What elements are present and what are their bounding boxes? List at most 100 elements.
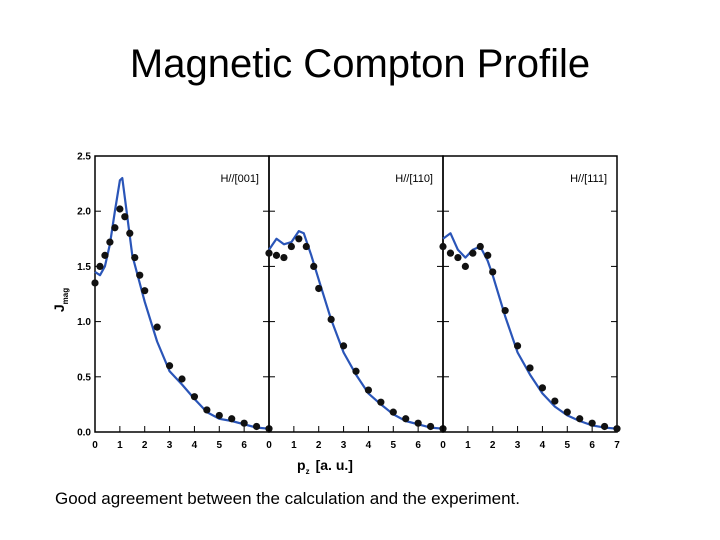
panel-label-2: H//[110] xyxy=(395,173,433,185)
panel-3-experiment-point xyxy=(446,249,455,257)
panel-1-experiment-point xyxy=(126,229,134,237)
x-tick-label: 1 xyxy=(117,440,123,451)
x-tick-label: 5 xyxy=(565,440,571,451)
panel-2-experiment-point xyxy=(339,342,348,350)
panel-1-experiment-point xyxy=(141,287,149,295)
x-tick-label: 1 xyxy=(465,440,471,451)
panel-2-experiment-point xyxy=(389,408,397,416)
panel-1-experiment-point xyxy=(136,271,144,279)
x-axis-label-sub: z xyxy=(306,467,310,476)
x-tick-label: 2 xyxy=(490,440,496,451)
panel-1-experiment-point xyxy=(101,251,109,259)
panel-1-experiment-point xyxy=(131,253,139,262)
panel-3-experiment-point xyxy=(563,408,571,416)
panel-3-experiment-point xyxy=(588,419,596,427)
panel-3-experiment-point xyxy=(484,251,492,259)
y-tick-label: 0.5 xyxy=(77,372,91,383)
y-tick-label: 1.0 xyxy=(77,317,91,328)
panel-2-experiment-point xyxy=(426,422,435,431)
x-tick-label: 6 xyxy=(415,440,421,451)
x-axis-label: pz [a. u.] xyxy=(297,457,353,476)
x-tick-label: 3 xyxy=(341,440,347,451)
panel-2-experiment-point xyxy=(327,315,335,323)
slide-title: Magnetic Compton Profile xyxy=(129,42,591,86)
panel-2-experiment-point xyxy=(280,253,288,262)
panel-3-experiment-point xyxy=(489,268,497,276)
x-tick-label: 0 xyxy=(440,440,446,451)
panel-label-3: H//[111] xyxy=(570,173,607,185)
panel-3-experiment-point xyxy=(526,364,534,372)
panel-1-experiment-point xyxy=(215,411,223,420)
panel-3-experiment-point xyxy=(551,397,559,405)
x-axis-label-main: p xyxy=(297,457,306,473)
panel-2-experiment-point xyxy=(265,249,273,257)
x-tick-label: 5 xyxy=(217,440,223,451)
panel-2-experiment-point xyxy=(272,251,281,259)
panel-1-experiment-point xyxy=(203,406,211,414)
x-tick-label: 4 xyxy=(366,440,372,451)
y-tick-label: 2.5 xyxy=(77,152,91,163)
x-tick-label: 2 xyxy=(142,440,148,451)
x-tick-label: 1 xyxy=(291,440,297,451)
panel-frame-1 xyxy=(94,155,270,433)
panel-2-experiment-point xyxy=(315,284,323,293)
panel-3-experiment-point xyxy=(476,242,484,251)
panel-1-experiment-point xyxy=(228,415,236,423)
panel-frame-2 xyxy=(268,155,444,433)
panel-1-experiment-point xyxy=(106,238,114,246)
y-axis-label: Jmag xyxy=(51,288,70,312)
panel-1-experiment-point xyxy=(240,419,248,427)
x-tick-label: 2 xyxy=(316,440,322,451)
panel-1-experiment-point xyxy=(121,213,129,221)
panel-3-experiment-point xyxy=(439,242,447,251)
panel-3-experiment-point xyxy=(501,306,509,315)
x-tick-label: 3 xyxy=(167,440,173,451)
x-tick-label: 0 xyxy=(266,440,272,451)
panel-1-experiment-point xyxy=(116,205,124,213)
x-axis-label-unit: [a. u.] xyxy=(316,457,353,473)
panel-2-experiment-point xyxy=(352,367,360,375)
panel-2-experiment-point xyxy=(310,262,318,270)
panel-3-experiment-point xyxy=(613,425,621,433)
panel-3-calculation-line xyxy=(442,232,618,430)
y-tick-label: 1.5 xyxy=(77,262,91,273)
panel-3-experiment-point xyxy=(461,262,469,270)
x-tick-label: 6 xyxy=(589,440,595,451)
panel-3-experiment-point xyxy=(600,422,609,431)
panel-2-experiment-point xyxy=(302,242,310,251)
panel-1-experiment-point xyxy=(252,422,261,431)
panel-1-experiment-point xyxy=(178,375,186,383)
x-tick-label: 0 xyxy=(92,440,98,451)
panel-3-experiment-point xyxy=(454,253,462,262)
y-tick-label: 2.0 xyxy=(77,207,91,218)
panel-frame-3 xyxy=(442,155,618,433)
x-tick-label: 4 xyxy=(192,440,198,451)
panel-3-experiment-point xyxy=(538,384,547,392)
panel-2-experiment-point xyxy=(414,419,422,427)
panel-1-experiment-point xyxy=(96,262,104,270)
x-tick-label: 7 xyxy=(614,440,620,451)
panel-2-experiment-point xyxy=(377,398,385,406)
panel-1-experiment-point xyxy=(165,362,174,370)
panel-2-calculation-line xyxy=(268,230,444,430)
panel-2-experiment-point xyxy=(287,242,295,251)
panel-1-experiment-point xyxy=(91,279,99,287)
panel-2-experiment-point xyxy=(402,415,410,423)
panel-2-experiment-point xyxy=(295,235,303,243)
panel-3-experiment-point xyxy=(469,249,477,257)
x-tick-label: 3 xyxy=(515,440,521,451)
x-tick-label: 5 xyxy=(391,440,397,451)
panel-2-experiment-point xyxy=(364,386,373,394)
panel-label-1: H//[001] xyxy=(220,173,259,185)
panel-3-experiment-point xyxy=(513,342,522,350)
y-axis-label-sub: mag xyxy=(61,288,70,305)
panel-1-experiment-point xyxy=(111,224,119,232)
x-tick-label: 4 xyxy=(540,440,546,451)
x-tick-label: 6 xyxy=(241,440,247,451)
y-axis-label-main: J xyxy=(51,304,67,312)
panel-1-experiment-point xyxy=(190,393,199,401)
panel-3-experiment-point xyxy=(576,415,584,423)
slide-caption: Good agreement between the calculation a… xyxy=(55,489,520,508)
panel-1-experiment-point xyxy=(153,323,161,331)
